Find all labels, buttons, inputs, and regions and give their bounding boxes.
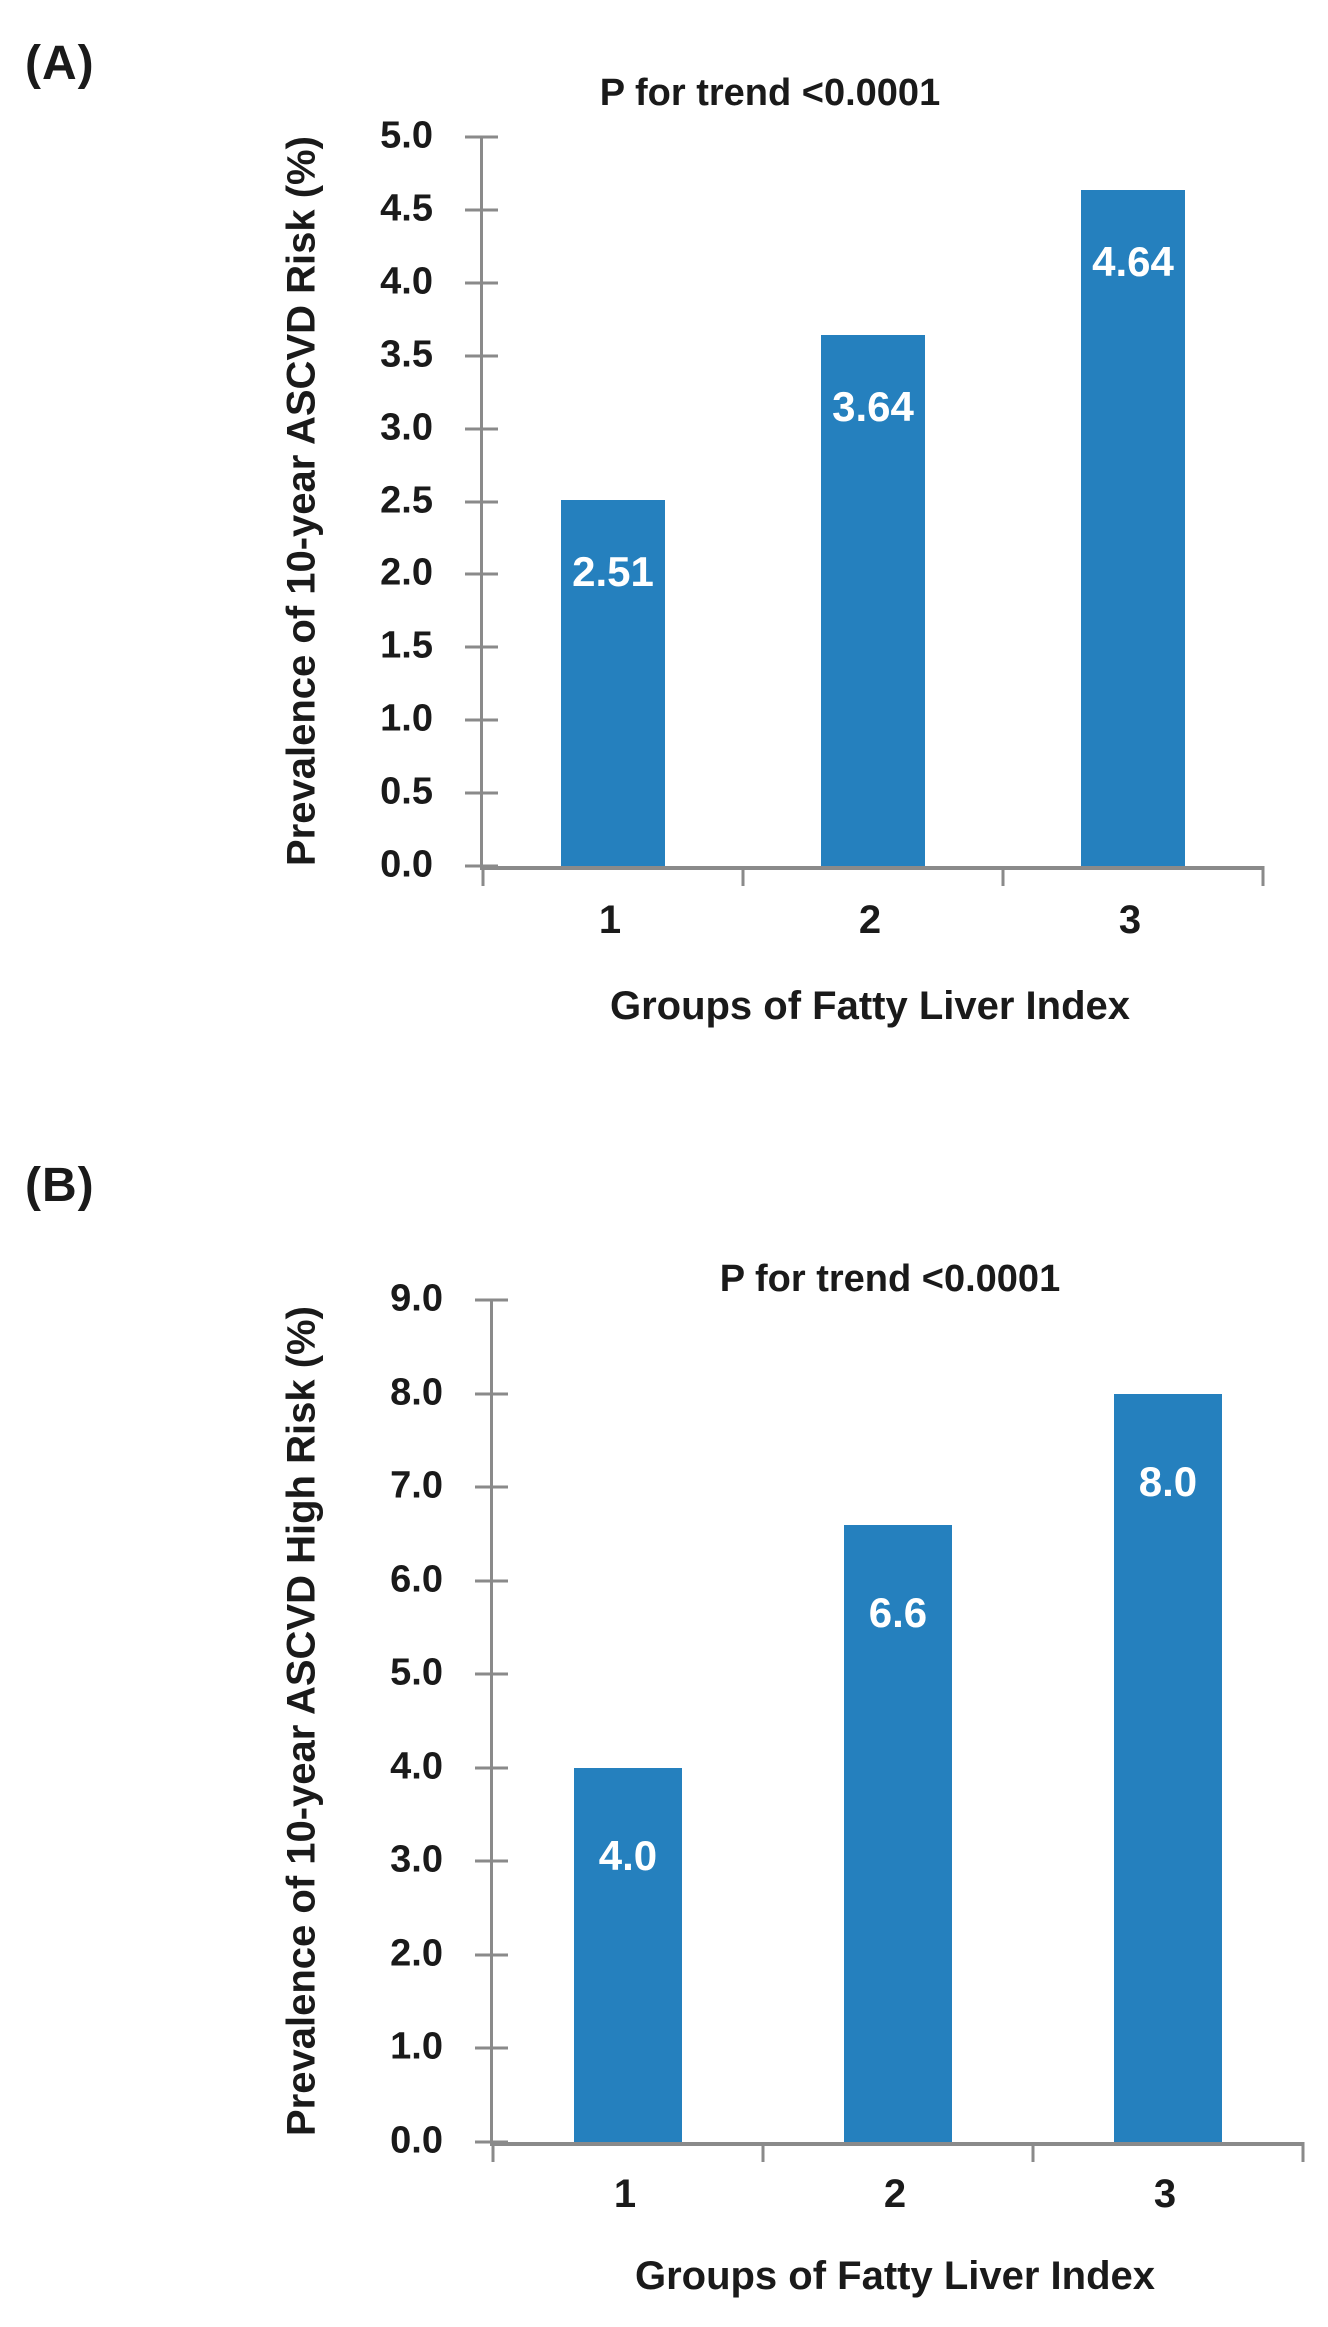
bar-value-label: 3.64: [832, 383, 914, 431]
y-axis-tick-label: 6.0: [390, 1558, 443, 1601]
y-axis-tick-label: 0.0: [380, 843, 433, 886]
y-axis-tick-label: 1.0: [380, 697, 433, 740]
y-axis-tick-label: 7.0: [390, 1464, 443, 1507]
panel-a-x-axis-title: Groups of Fatty Liver Index: [609, 984, 1131, 1028]
x-axis-tick-mark: [741, 866, 745, 886]
panel-a-chart-title: P for trend <0.0001: [599, 72, 941, 114]
y-axis-tick-mark: [465, 645, 498, 649]
bar-category-1: 2.51: [561, 500, 665, 866]
panel-b-x-axis-labels: 1 2 3: [490, 2172, 1300, 2217]
y-axis-tick-label: 5.0: [380, 114, 433, 157]
y-axis-tick-label: 4.5: [380, 187, 433, 230]
panel-b-chart-title: P for trend <0.0001: [719, 1258, 1061, 1300]
y-axis-tick-label: 2.0: [380, 552, 433, 595]
y-axis-tick-mark: [475, 2046, 508, 2050]
panel-a-label: (A): [25, 37, 95, 90]
y-axis-tick-label: 1.5: [380, 624, 433, 667]
y-axis-tick-mark: [465, 572, 498, 576]
y-axis-tick-mark: [475, 1392, 508, 1396]
bar-category-3: 8.0: [1114, 1393, 1222, 2142]
x-axis-category-label: 1: [613, 2172, 637, 2216]
y-axis-tick-mark: [475, 1579, 508, 1583]
y-axis-tick-mark: [475, 1298, 508, 1302]
y-axis-tick-label: 1.0: [390, 2026, 443, 2069]
y-axis-tick-label: 4.0: [380, 260, 433, 303]
x-axis-category-label: 3: [1118, 898, 1142, 942]
bar-category-1: 4.0: [574, 1767, 682, 2142]
y-axis-tick-mark: [465, 208, 498, 212]
y-axis-tick-label: 3.0: [390, 1838, 443, 1881]
x-axis-tick-mark: [481, 866, 485, 886]
bar-value-label: 8.0: [1138, 1457, 1198, 1505]
panel-a-x-axis-labels: 1 2 3: [480, 898, 1260, 943]
bar-category-2: 3.64: [821, 335, 925, 866]
x-axis-tick-mark: [1261, 866, 1265, 886]
x-axis-category-label: 1: [598, 898, 622, 942]
x-axis-tick-mark: [761, 2142, 765, 2162]
x-axis-tick-mark: [1031, 2142, 1035, 2162]
y-axis-tick-mark: [465, 354, 498, 358]
bar-category-3: 4.64: [1081, 189, 1185, 866]
y-axis-tick-mark: [465, 718, 498, 722]
y-axis-tick-label: 8.0: [390, 1371, 443, 1414]
y-axis-tick-mark: [465, 791, 498, 795]
y-axis-tick-label: 3.5: [380, 333, 433, 376]
y-axis-tick-label: 9.0: [390, 1277, 443, 1320]
y-axis-tick-mark: [465, 135, 498, 139]
y-axis-tick-label: 2.0: [390, 1932, 443, 1975]
x-axis-category-label: 2: [858, 898, 882, 942]
y-axis-tick-mark: [465, 281, 498, 285]
y-axis-tick-label: 0.0: [390, 2119, 443, 2162]
x-axis-tick-mark: [491, 2142, 495, 2162]
panel-b-y-axis-title: Prevalence of 10-year ASCVD High Risk (%…: [279, 1306, 324, 2136]
x-axis-tick-mark: [1001, 866, 1005, 886]
y-axis-tick-mark: [465, 500, 498, 503]
y-axis-tick-label: 0.5: [380, 770, 433, 813]
y-axis-tick-mark: [475, 1672, 508, 1676]
y-axis-tick-mark: [475, 1766, 508, 1770]
bar-value-label: 4.0: [598, 1831, 658, 1879]
y-axis-tick-mark: [475, 1953, 508, 1957]
y-axis-tick-label: 5.0: [390, 1651, 443, 1694]
y-axis-tick-mark: [475, 1859, 508, 1863]
bar-value-label: 4.64: [1092, 237, 1174, 285]
bar-value-label: 6.6: [868, 1588, 928, 1636]
y-axis-tick-mark: [475, 1485, 508, 1489]
panel-b-plot-area: 0.0 1.0 2.0 3.0 4.0 5.0 6.0 7.0 8.0 9.0 4.0 6.6 8.0: [390, 1278, 1305, 2162]
panel-b-label: (B): [25, 1159, 95, 1212]
y-axis-tick-mark: [465, 427, 498, 431]
x-axis-category-label: 3: [1153, 2172, 1177, 2216]
y-axis-tick-label: 2.5: [380, 479, 433, 522]
panel-b-x-axis-title: Groups of Fatty Liver Index: [634, 2254, 1156, 2298]
panel-a-plot-area: 0.0 0.5 1.0 1.5 2.0 2.5 3.0 3.5 4.0 4.5 5.0 2.51 3.6…: [380, 115, 1265, 886]
bar-category-2: 6.6: [844, 1524, 952, 2142]
y-axis-tick-label: 4.0: [390, 1745, 443, 1788]
x-axis-category-label: 2: [883, 2172, 907, 2216]
bar-value-label: 2.51: [572, 548, 654, 596]
x-axis-tick-mark: [1301, 2142, 1305, 2162]
panel-a-y-axis-title: Prevalence of 10-year ASCVD Risk (%): [279, 136, 324, 867]
y-axis-tick-label: 3.0: [380, 406, 433, 449]
